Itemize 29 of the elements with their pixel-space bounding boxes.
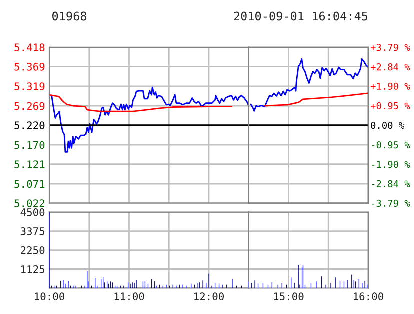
y-tick-label: 5.071 [14,180,45,188]
y-tick-label: 5.269 [14,102,45,110]
x-tick-label: 16:00 [354,292,384,301]
text: +2.84 % [370,64,410,71]
text: -0.95 % [372,142,410,149]
x-tick-label: 11:00 [114,292,144,301]
chart-subtitle: 2010-09-01 16:04:45 [234,12,368,21]
y-tick-label: 5.319 [14,82,45,91]
text: +1.90 % [370,82,410,90]
y-tick-label: 1125 [22,266,45,274]
y-tick-label: 2250 [21,246,45,254]
y-tick-label: 4500 [20,208,45,216]
text: 0.00 % [371,122,405,130]
y-tick-label: 5.121 [14,160,45,168]
text: +0.95 % [370,102,410,110]
x-tick-label: 12:00 [194,292,224,301]
text: -2.84 % [372,180,410,188]
y-tick-label: 3375 [20,228,45,236]
text: -1.90 % [372,161,410,168]
y-tick-label: 5.418 [14,44,45,52]
y-tick-label: 5.022 [14,200,44,208]
x-tick-label: 15:00 [274,292,304,301]
y-tick-label: 5.170 [14,141,45,150]
text: -3.79 % [372,200,410,208]
text: +3.79 % [370,44,410,52]
y-tick-label: 5.369 [14,62,45,71]
y-tick-label: 5.220 [14,122,45,130]
chart-title: 01968 [52,12,87,21]
x-tick-label: 10:00 [35,292,65,301]
